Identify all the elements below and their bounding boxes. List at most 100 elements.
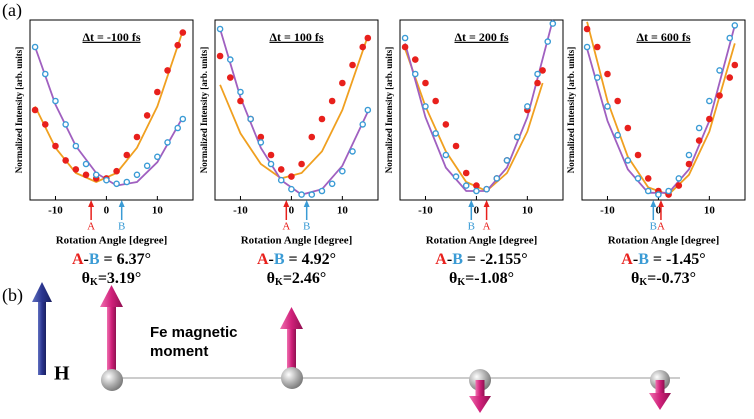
data-point-open: [277, 176, 285, 184]
plot-frame: [399, 19, 564, 201]
data-point-open: [524, 103, 531, 110]
data-point: [593, 43, 601, 51]
kerr-subscript: K: [90, 277, 98, 288]
data-point: [62, 157, 69, 164]
panel-label: (b): [2, 285, 23, 306]
difference-part: B: [452, 251, 463, 268]
marker-arrowhead: [303, 200, 310, 207]
data-point-open: [288, 185, 295, 193]
data-point-open: [154, 153, 161, 161]
data-point-open: [432, 130, 439, 137]
data-point-open: [339, 167, 346, 175]
difference-part: = 4.92°: [285, 251, 337, 268]
x-tick-label: -10: [48, 205, 63, 217]
marker-label: A: [282, 221, 290, 233]
field-arrow: [32, 282, 52, 375]
chart-title: Δt = -100 fs: [82, 30, 140, 44]
moment-arrow: [649, 380, 671, 410]
data-point-open: [113, 180, 120, 188]
data-point: [534, 79, 541, 87]
kerr-value: =2.46°: [283, 270, 327, 287]
kerr-value: =-0.73°: [647, 270, 696, 287]
marker-arrowhead: [468, 200, 475, 207]
kerr-value: =-1.08°: [465, 270, 514, 287]
marker-arrowhead: [657, 200, 664, 207]
x-tick-label: 0: [474, 205, 480, 217]
chart: Δt = 600 fs Normalized Intensity [arb. un…: [566, 19, 746, 289]
data-point-open: [411, 70, 419, 78]
data-point: [685, 160, 693, 168]
data-point: [539, 67, 546, 74]
data-point-open: [731, 22, 739, 29]
data-point: [339, 79, 346, 87]
marker-label: B: [650, 221, 657, 233]
data-point-open: [695, 124, 703, 132]
kerr-angle: θK=3.19°: [82, 270, 142, 289]
marker-arrowhead: [88, 200, 95, 207]
data-point-open: [614, 131, 621, 139]
data-point-open: [123, 178, 131, 186]
data-point: [432, 97, 439, 105]
y-axis-label: Normalized Intensity [arb. units]: [566, 47, 576, 174]
kerr-angle: θK=-1.08°: [449, 270, 514, 289]
data-point-open: [31, 43, 39, 51]
data-point-open: [267, 160, 275, 168]
data-point-open: [726, 34, 734, 42]
x-tick-label: 0: [656, 205, 662, 217]
data-point: [257, 133, 265, 141]
data-point-open: [62, 121, 69, 128]
data-point: [133, 133, 141, 141]
data-point-open: [298, 191, 305, 198]
data-point-open: [133, 171, 141, 179]
data-point-open: [593, 74, 601, 81]
data-point: [216, 52, 224, 60]
difference-part: = 6.37°: [100, 251, 152, 268]
panel-label: (a): [2, 0, 22, 21]
data-point-open: [349, 148, 356, 155]
data-point-open: [624, 157, 632, 164]
data-point-open: [328, 180, 336, 188]
data-point: [143, 112, 151, 119]
y-axis-label: Normalized Intensity [arb. units]: [384, 47, 394, 174]
x-tick-label: -10: [600, 205, 615, 217]
y-axis-label: Normalized Intensity [arb. units]: [14, 47, 24, 174]
x-axis-label: Rotation Angle [degree]: [56, 235, 168, 247]
data-point: [422, 79, 429, 87]
data-point: [462, 169, 470, 177]
data-point-open: [422, 103, 429, 110]
kerr-value: =3.19°: [98, 270, 142, 287]
data-point: [634, 151, 642, 159]
y-axis-label: Normalized Intensity [arb. units]: [199, 47, 209, 174]
field-label: H: [54, 363, 70, 385]
marker-label: B: [468, 221, 475, 233]
difference: A-B = 6.37°: [72, 251, 151, 268]
marker-label: B: [118, 221, 125, 233]
data-point-open: [364, 106, 372, 114]
data-point: [695, 137, 703, 144]
atom: [101, 369, 123, 391]
kerr-angle: θK=-0.73°: [631, 270, 696, 289]
data-point: [624, 124, 632, 132]
fit-curve: [219, 28, 369, 196]
data-point: [179, 29, 187, 36]
data-point-open: [226, 56, 234, 63]
marker-arrowhead: [650, 200, 657, 207]
data-point-open: [308, 191, 316, 198]
chart: Δt = 200 fs Normalized Intensity [arb. un…: [384, 19, 564, 289]
x-tick-label: 10: [522, 205, 534, 217]
data-point: [411, 56, 419, 63]
data-point: [675, 182, 683, 189]
plot-frame: [29, 19, 194, 201]
kerr-subscript: K: [275, 277, 283, 288]
data-point: [644, 175, 652, 182]
data-point: [359, 43, 367, 51]
chart-title: Δt = 100 fs: [269, 30, 323, 44]
kerr-symbol: θ: [449, 270, 457, 287]
kerr-subscript: K: [639, 277, 647, 288]
difference-part: -: [84, 251, 89, 268]
data-point-open: [103, 176, 110, 184]
data-point: [298, 160, 305, 168]
data-point: [113, 167, 120, 175]
data-point: [237, 97, 244, 105]
